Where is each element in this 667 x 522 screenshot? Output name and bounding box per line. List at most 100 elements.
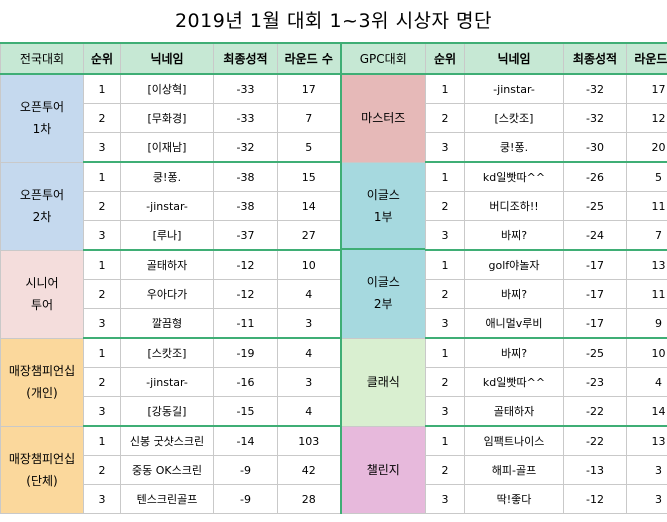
score-cell: -17: [563, 308, 627, 339]
score-cell: -24: [563, 220, 627, 251]
rank-cell: 3: [83, 396, 121, 427]
nickname-cell: 깔끔형: [120, 308, 214, 339]
nickname-cell: 임팩트나이스: [464, 425, 564, 456]
rounds-cell: 11: [626, 191, 667, 221]
nickname-cell: golf야놀자: [464, 249, 564, 280]
table-row: 3 [강동길] -15 4 3 골태하자 -22 14: [1, 396, 667, 427]
score-cell: -32: [563, 73, 627, 104]
nickname-cell: -jinstar-: [464, 73, 564, 104]
rank-cell: 1: [83, 425, 121, 456]
event-name: 이글스: [366, 275, 400, 289]
rank-cell: 2: [425, 455, 465, 485]
event-label-national: 시니어 투어: [0, 249, 84, 339]
table-row: 오픈투어 1차 1 [이상혁] -33 17 마스터즈 1 -jinstar- -…: [0, 73, 667, 163]
nickname-cell: [스캇조]: [120, 337, 214, 368]
header-nickname: 닉네임: [464, 42, 564, 75]
score-cell: -23: [563, 367, 627, 397]
nickname-cell: 바찌?: [464, 279, 564, 309]
score-cell: -22: [563, 425, 627, 456]
score-cell: -19: [213, 337, 278, 368]
nickname-cell: -jinstar-: [120, 367, 214, 397]
nickname-cell: [이상혁]: [120, 73, 214, 104]
score-cell: -12: [563, 484, 627, 514]
rounds-cell: 3: [277, 308, 341, 339]
score-cell: -33: [213, 103, 278, 133]
header-rank: 순위: [83, 42, 121, 75]
nickname-cell: 애니멀v루비: [464, 308, 564, 339]
score-cell: -33: [213, 73, 278, 104]
nickname-cell: 골태하자: [464, 396, 564, 427]
table-row: 3 [루나] -37 27 3 바찌? -24 7: [1, 220, 667, 251]
rounds-cell: 20: [626, 132, 667, 163]
rank-cell: 3: [425, 396, 465, 427]
event-subtitle: 1차: [32, 122, 52, 137]
score-cell: -37: [213, 220, 278, 251]
event-name: 클래식: [366, 375, 400, 389]
nickname-cell: [이재남]: [120, 132, 214, 163]
header-rank: 순위: [425, 42, 465, 75]
event-name: 챌린지: [366, 462, 400, 477]
header-row: 전국대회 순위 닉네임 최종성적 라운드 수 GPC대회 순위 닉네임 최종성적…: [0, 42, 667, 75]
event-name: 매장챔피언십: [8, 451, 76, 466]
score-cell: -30: [563, 132, 627, 163]
score-cell: -38: [213, 161, 278, 192]
table-row: 2 중동 OK스크린 -9 42 2 해피-골프 -13 3: [1, 455, 667, 485]
nickname-cell: 딱!좋다: [464, 484, 564, 514]
rank-cell: 3: [83, 132, 121, 163]
rank-cell: 1: [425, 425, 465, 456]
rounds-cell: 42: [277, 455, 341, 485]
score-cell: -38: [213, 191, 278, 221]
awards-table: 전국대회 순위 닉네임 최종성적 라운드 수 GPC대회 순위 닉네임 최종성적…: [0, 42, 667, 514]
event-name: 매장챔피언십: [8, 364, 76, 378]
nickname-cell: [무화경]: [120, 103, 214, 133]
event-name: 오픈투어: [19, 100, 65, 115]
score-cell: -9: [213, 484, 278, 514]
rank-cell: 2: [425, 103, 465, 133]
table-row: 매장챔피언십 (개인) 1 [스캇조] -19 4 클래식 1 바찌? -25 1…: [0, 337, 667, 427]
event-label-national: 매장챔피언십 (개인): [0, 337, 84, 427]
rounds-cell: 9: [626, 308, 667, 339]
score-cell: -17: [563, 249, 627, 280]
eagles-2-label: 이글스 2부: [342, 248, 425, 336]
header-national-event: 전국대회: [0, 42, 84, 75]
table-row: 3 깔끔형 -11 3 3 애니멀v루비 -17 9: [1, 308, 667, 339]
event-subtitle: (단체): [26, 473, 58, 488]
score-cell: -26: [563, 161, 627, 192]
rounds-cell: 14: [277, 191, 341, 221]
nickname-cell: -jinstar-: [120, 191, 214, 221]
event-label-national: 오픈투어 2차: [0, 161, 84, 251]
score-cell: -14: [213, 425, 278, 456]
rounds-cell: 4: [626, 367, 667, 397]
rank-cell: 2: [83, 455, 121, 485]
event-name: 오픈투어: [19, 188, 65, 202]
rank-cell: 3: [425, 220, 465, 251]
eagles-1-label: 이글스 1부: [343, 164, 425, 248]
rank-cell: 3: [425, 308, 465, 339]
rank-cell: 1: [83, 249, 121, 280]
nickname-cell: 신봉 굿샷스크린: [120, 425, 214, 456]
rounds-cell: 10: [626, 337, 667, 368]
rank-cell: 2: [83, 103, 121, 133]
event-name: 시니어: [25, 276, 59, 290]
rounds-cell: 28: [277, 484, 341, 514]
table-row: 3 [이재남] -32 5 3 쿵!퐁. -30 20: [1, 132, 667, 163]
rounds-cell: 3: [626, 455, 667, 485]
rounds-cell: 13: [626, 425, 667, 456]
header-gpc-event: GPC대회: [339, 42, 426, 75]
rank-cell: 2: [83, 367, 121, 397]
rounds-cell: 14: [626, 396, 667, 427]
rank-cell: 1: [425, 249, 465, 280]
rounds-cell: 27: [277, 220, 341, 251]
rank-cell: 1: [425, 161, 465, 192]
event-name: 이글스: [366, 188, 400, 202]
header-rounds: 라운드 수: [626, 42, 667, 75]
header-rounds: 라운드 수: [277, 42, 341, 75]
table-row: 2 우아다가 -12 4 2 바찌? -17 11: [1, 279, 667, 309]
event-subtitle: 2부: [373, 297, 393, 311]
rounds-cell: 17: [626, 73, 667, 104]
event-name: 마스터즈: [361, 111, 406, 126]
nickname-cell: [스캇조]: [464, 103, 564, 133]
score-cell: -17: [563, 279, 627, 309]
score-cell: -9: [213, 455, 278, 485]
header-final-score: 최종성적: [563, 42, 627, 75]
